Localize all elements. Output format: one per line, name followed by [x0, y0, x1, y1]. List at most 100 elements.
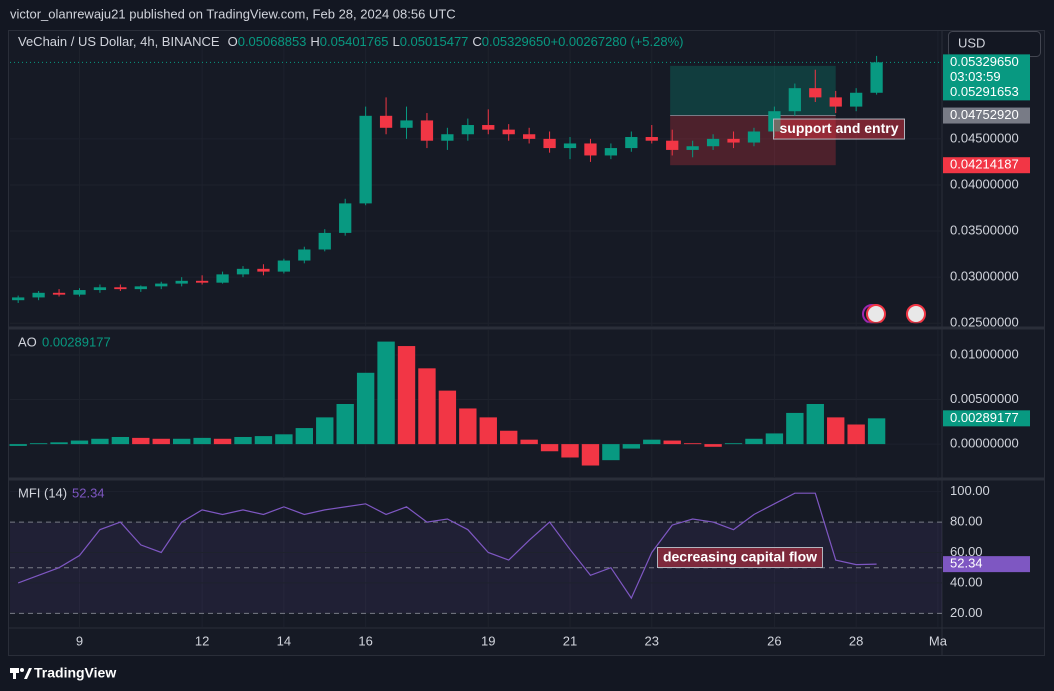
y-tick-label: 20.00: [950, 605, 983, 620]
legend-key: C: [472, 34, 481, 49]
annotation: decreasing capital flow: [663, 549, 817, 565]
logo-mark: [13, 668, 16, 679]
ao-bar: [540, 444, 559, 452]
legend-value: +0.00267280 (+5.28%): [550, 34, 683, 49]
candle-body: [870, 62, 883, 93]
stop-price-box: [943, 157, 1030, 174]
candle-body: [686, 146, 699, 150]
logo-mark: [24, 668, 32, 679]
mfi-last-value: 52.34: [950, 556, 983, 571]
candle-body: [584, 143, 597, 156]
ao-bar: [745, 438, 763, 445]
legend-value: 0.05068853: [238, 34, 307, 49]
candle-body: [216, 274, 229, 283]
ao-bar: [29, 443, 48, 445]
candle-body: [134, 286, 147, 290]
mfi-last-value-box: [943, 556, 1030, 573]
x-tick-label: 16: [358, 633, 372, 648]
indicator-value: 52.34: [72, 485, 105, 500]
candle-body: [277, 260, 291, 272]
position-target-zone: [670, 65, 836, 116]
candle-body: [706, 138, 720, 147]
candle-body: [523, 134, 536, 139]
candle-body: [195, 280, 209, 283]
ao-bar: [561, 444, 579, 458]
mfi-line: [17, 492, 877, 600]
currency[interactable]: USD: [958, 35, 985, 50]
ao-bar: [786, 412, 804, 445]
legend-value: 0.05401765: [320, 34, 389, 49]
x-tick-label: 9: [76, 633, 83, 648]
ao-bar: [70, 440, 89, 445]
candle-body: [461, 125, 474, 135]
ao-last-value: 0.00289177: [950, 410, 1019, 425]
candle-body: [339, 203, 352, 233]
indicator-title: MFI (14): [18, 485, 67, 500]
ao-bar: [213, 438, 232, 445]
ao-bar: [806, 404, 824, 445]
candle-body: [298, 249, 311, 261]
candle-body: [482, 125, 495, 130]
ao-bar: [724, 443, 743, 445]
candle-body: [32, 292, 45, 298]
candle-body: [625, 137, 638, 149]
candle-body: [850, 92, 863, 107]
y-tick-label: 0.03500000: [950, 222, 1019, 237]
ao-bar: [847, 424, 865, 445]
ao-bar: [459, 408, 477, 445]
candle-body: [502, 129, 515, 135]
legend: VeChain / US Dollar, 4h, BINANCE O0.05068…: [18, 34, 683, 49]
y-tick-label: 60.00: [950, 544, 983, 559]
ao-bar: [418, 368, 436, 445]
indicator-title: AO: [18, 334, 37, 349]
candle-body: [257, 268, 270, 272]
candle-body: [829, 97, 842, 107]
y-tick-label: 0.04000000: [950, 176, 1019, 191]
y-tick-label: 0.00500000: [950, 391, 1019, 406]
candle-body: [768, 111, 781, 132]
ao-bar: [91, 438, 109, 445]
ao-bar: [336, 404, 354, 445]
ao-bar: [397, 346, 416, 445]
candle-body: [809, 88, 822, 98]
x-tick-label: 19: [481, 633, 495, 648]
legend-value: 0.05329650: [482, 34, 551, 49]
ao-bar: [295, 428, 314, 445]
candle-body: [441, 134, 454, 141]
candle-body: [666, 140, 679, 150]
candle-body: [727, 138, 740, 143]
legend-key: L: [392, 34, 399, 49]
ao-bar: [132, 437, 150, 445]
x-tick-label: 28: [849, 633, 863, 648]
y-tick-label: 100.00: [950, 483, 990, 498]
logo-mark: [20, 668, 24, 672]
ao-bar: [602, 444, 620, 461]
ao-bar: [152, 438, 170, 445]
ao-bar: [663, 440, 681, 445]
candle-body: [400, 120, 413, 128]
ao-bar: [683, 443, 702, 445]
ao-bar: [479, 417, 497, 445]
event-icon: [906, 304, 926, 324]
target-price: 0.05291653: [950, 84, 1019, 99]
ao-bar: [643, 439, 661, 445]
event-icon: [866, 304, 886, 324]
x-tick-label: 23: [645, 633, 659, 648]
ao-bar: [622, 444, 641, 449]
legend-key: H: [310, 34, 319, 49]
x-tick-label: Ma: [929, 633, 948, 648]
y-tick-label: 80.00: [950, 514, 983, 529]
ao-bar: [193, 437, 211, 445]
candle-body: [318, 232, 331, 250]
candle-body: [12, 297, 25, 301]
candle-body: [645, 137, 658, 141]
x-tick-label: 12: [195, 633, 209, 648]
ao-last-value-box: [943, 410, 1030, 427]
ao-bar: [172, 438, 191, 445]
candle-body: [155, 283, 168, 287]
legend-title: VeChain / US Dollar, 4h, BINANCE: [18, 34, 220, 49]
candle-body: [747, 131, 761, 143]
ao-bar: [438, 390, 457, 445]
candle-body: [93, 287, 107, 291]
ao-bar: [827, 417, 845, 445]
